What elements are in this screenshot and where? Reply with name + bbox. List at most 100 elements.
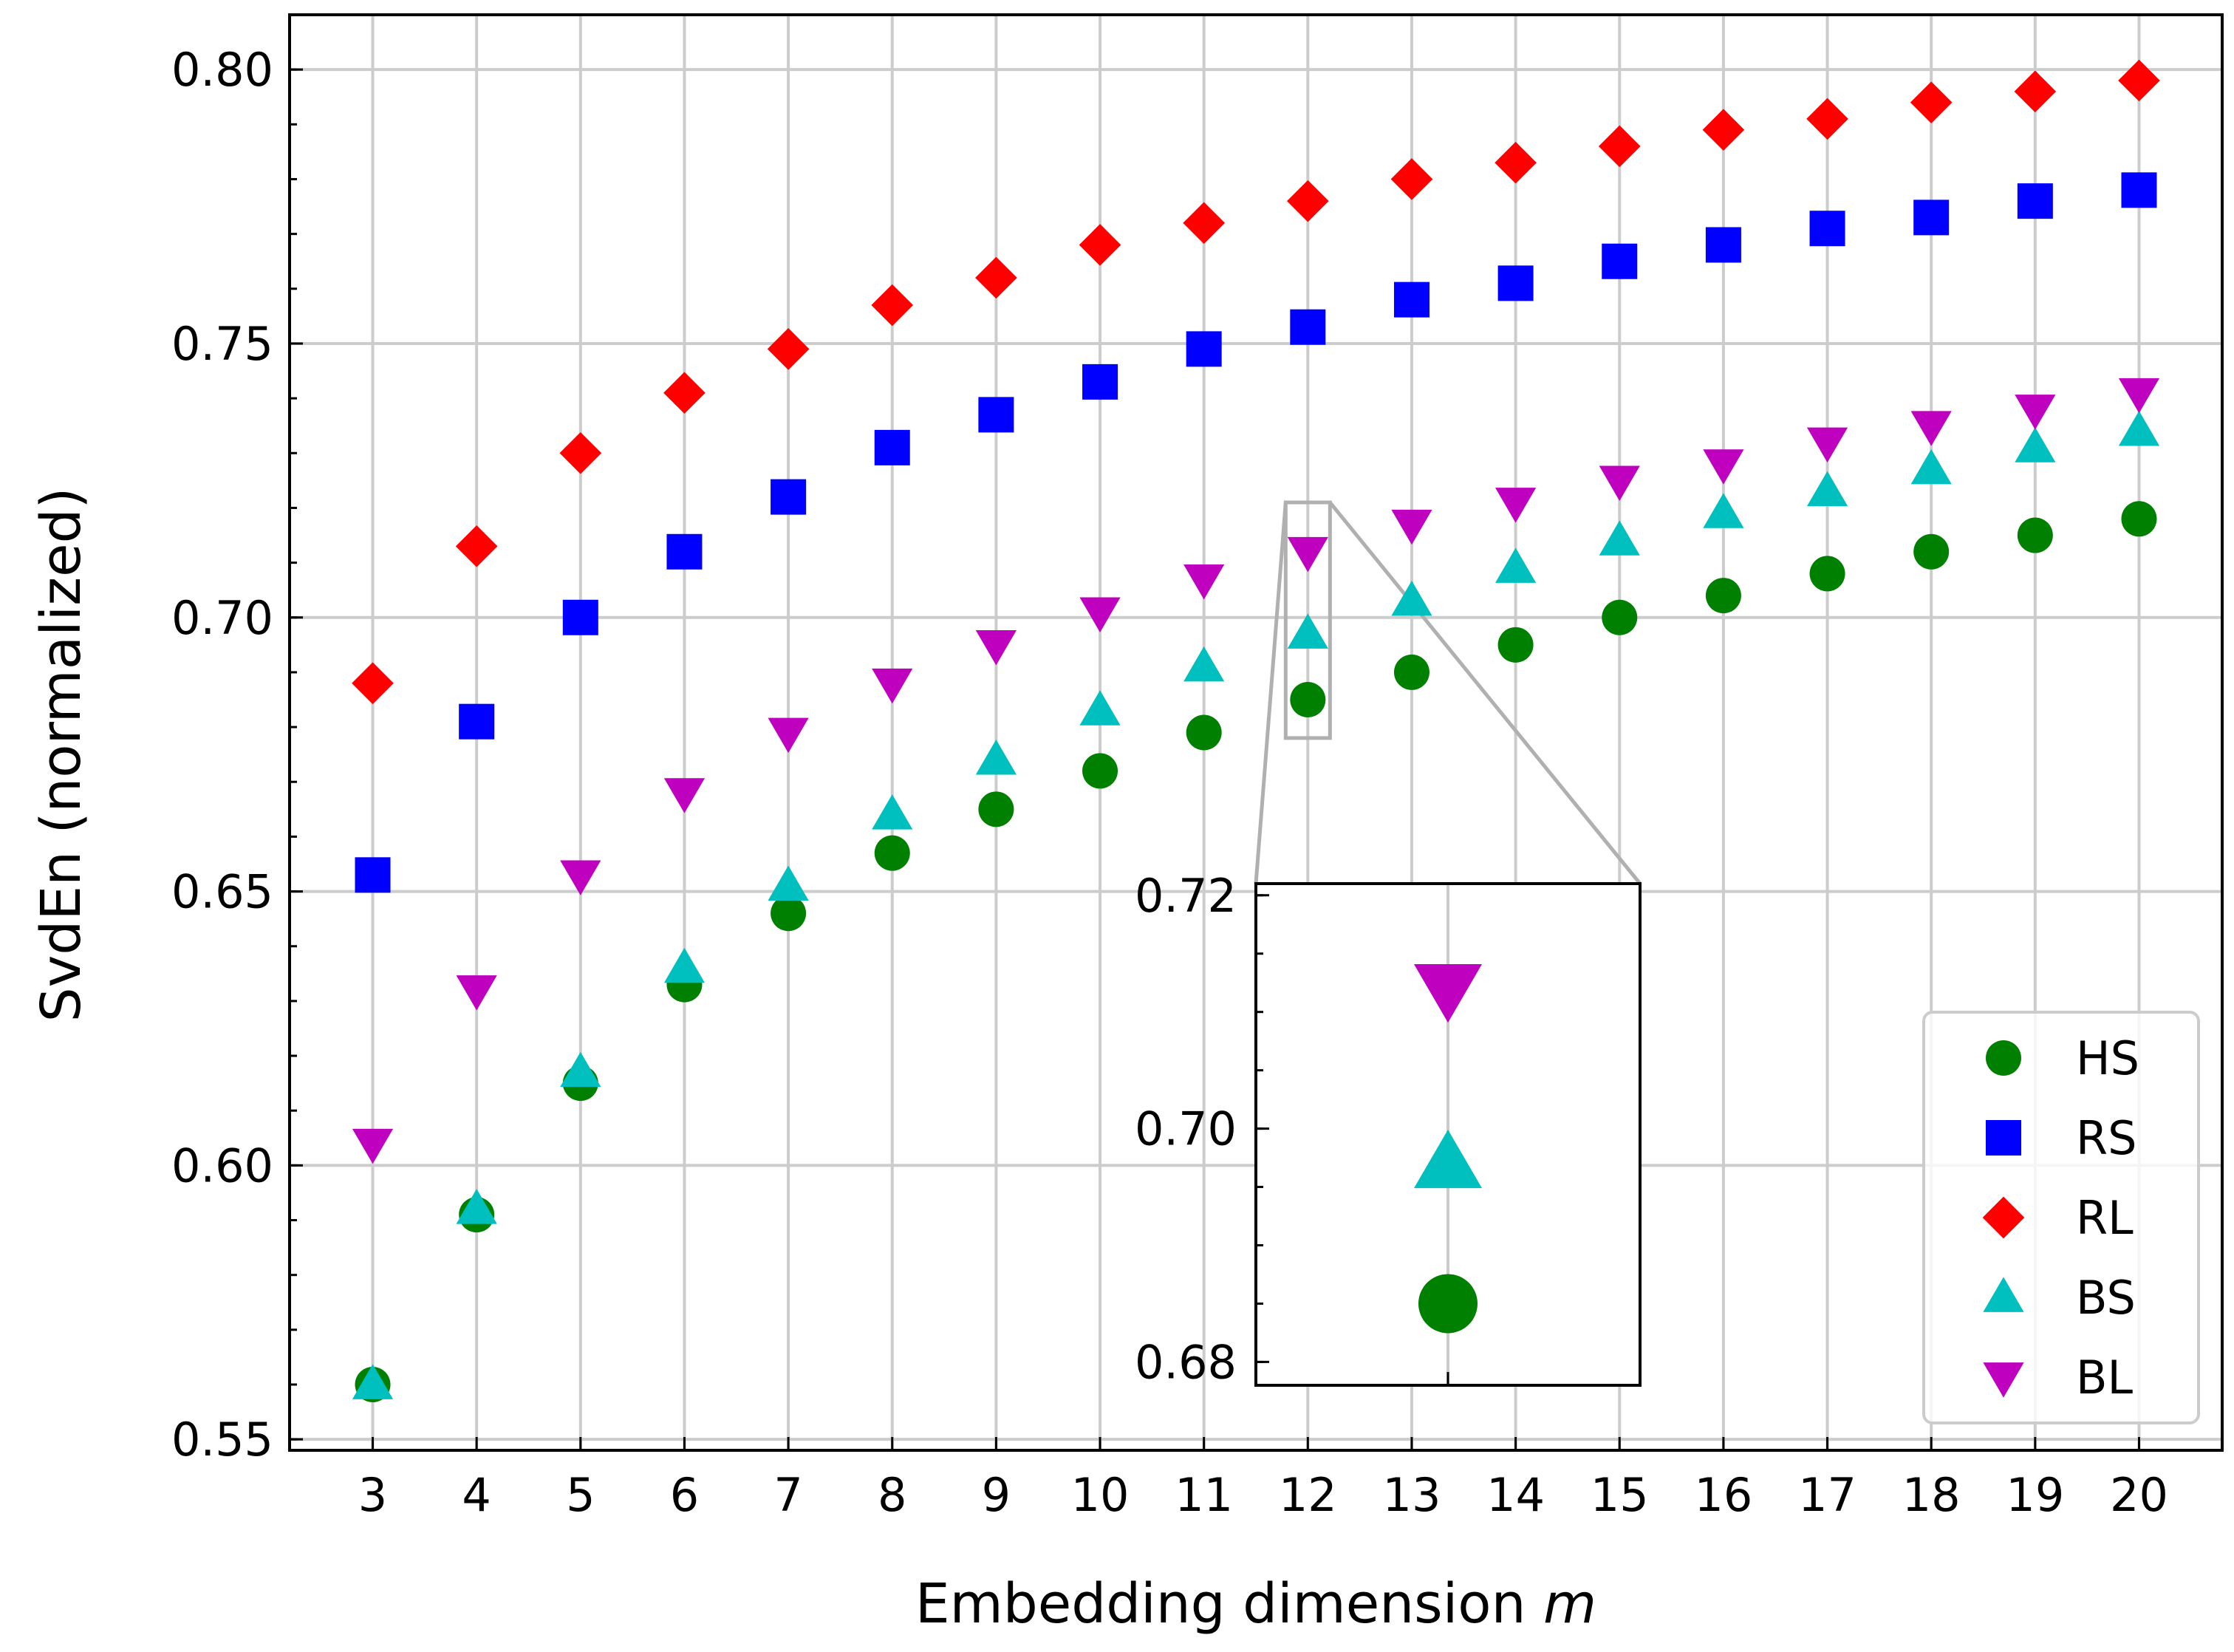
x-tick-label: 6 [670,1468,699,1522]
x-tick-label: 10 [1071,1468,1130,1522]
x-tick-label: 13 [1383,1468,1441,1522]
x-tick-label: 14 [1486,1468,1545,1522]
inset-markers [1414,963,1482,1334]
y-tick-label: 0.60 [171,1139,273,1192]
legend-item-bs: BS [1983,1271,2136,1325]
y-tick-label: 0.70 [171,591,273,645]
zoom-indicator [1254,500,1642,885]
marker-bl [456,975,497,1011]
marker-hs [1082,753,1118,789]
x-tick-label: 9 [982,1468,1011,1522]
legend-item-rl: RL [1982,1191,2134,1245]
marker-rl [1702,109,1745,151]
marker-bs [1703,493,1744,528]
marker-bl [352,1128,394,1164]
x-tick-label: 5 [566,1468,595,1522]
marker-bs [456,1189,497,1224]
marker-rs [1082,363,1118,400]
legend-label: BL [2076,1351,2134,1404]
legend-item-hs: HS [1986,1031,2139,1085]
legend-item-bl: BL [1983,1351,2134,1404]
legend-marker-hs [1986,1040,2021,1076]
marker-rs [1186,331,1222,367]
marker-rs [355,857,391,893]
x-axis-label: Embedding dimension m [915,1572,1596,1636]
y-tick-label: 0.55 [171,1413,273,1467]
marker-hs [1186,714,1222,751]
marker-bs [1599,520,1640,556]
marker-bl [560,860,601,895]
x-axis-variable: m [1543,1572,1596,1636]
inset-y-tick-label: 0.72 [1135,869,1237,923]
grid-lines [290,15,2222,1450]
marker-hs [1809,556,1845,592]
marker-hs [978,791,1014,827]
inset-zoom-plot: 0.68 0.70 0.72 [1135,869,1642,1389]
marker-rs [978,397,1014,433]
x-tick-label: 3 [358,1468,387,1522]
marker-bl [768,717,809,754]
x-tick-label: 11 [1175,1468,1233,1522]
marker-bl [2118,378,2160,414]
x-tick-label: 7 [773,1468,802,1522]
marker-rl [2014,70,2057,113]
marker-rs [1809,211,1845,247]
marker-bs [2118,411,2160,446]
marker-rl [663,372,706,414]
marker-bl [2015,395,2056,430]
legend-box [1922,1011,2200,1424]
inset-marker-hs [1418,1274,1478,1334]
marker-rs [459,703,495,740]
marker-rl [871,284,914,327]
legend-marker-rs [1986,1120,2021,1156]
marker-hs [2121,501,2157,537]
legend-label: RL [2076,1191,2134,1245]
marker-bl [1599,465,1640,501]
marker-rs [562,599,598,635]
marker-bl [1183,564,1225,600]
marker-bl [663,778,706,813]
marker-bs [1806,471,1848,507]
marker-hs [1497,627,1534,663]
x-tick-label: 8 [878,1468,906,1522]
marker-rs [1290,309,1326,345]
marker-rl [1598,125,1641,168]
marker-bs [975,739,1017,775]
plot-frame [288,13,2224,1452]
inset-marker-bs [1414,1129,1482,1189]
legend-item-rs: RS [1986,1111,2136,1165]
marker-bl [975,629,1017,666]
x-tick-label: 12 [1279,1468,1337,1522]
marker-rl [1287,180,1329,222]
marker-hs [874,835,910,871]
inset-marker-bl [1414,963,1482,1023]
marker-rs [2017,183,2053,219]
marker-bs [1183,646,1225,682]
marker-hs [771,895,807,932]
marker-rl [1910,81,1953,123]
marker-rl [455,525,498,567]
marker-bs [1287,613,1328,649]
legend: HS RS RL BS BL [1922,1011,2200,1424]
marker-bl [1495,488,1537,523]
marker-bl [1910,411,1952,446]
x-tick-label: 20 [2110,1468,2168,1522]
marker-bs [560,1051,601,1088]
y-tick-label: 0.75 [171,317,273,371]
y-axis-label: SvdEn (normalized) [30,488,93,1023]
marker-bl [1287,536,1328,573]
legend-label: HS [2076,1031,2139,1085]
marker-bl [1079,597,1121,632]
x-tick-label: 18 [1902,1468,1961,1522]
marker-hs [1602,599,1638,635]
marker-hs [1290,682,1326,718]
zoom-box [1283,500,1332,740]
marker-rl [1079,224,1121,266]
y-tick-label: 0.80 [171,43,273,97]
marker-bl [1391,509,1432,545]
x-tick-label: 17 [1798,1468,1856,1522]
inset-y-tick-label: 0.68 [1135,1335,1237,1389]
legend-marker-bl [1983,1362,2024,1398]
x-tick-label: 19 [2006,1468,2064,1522]
